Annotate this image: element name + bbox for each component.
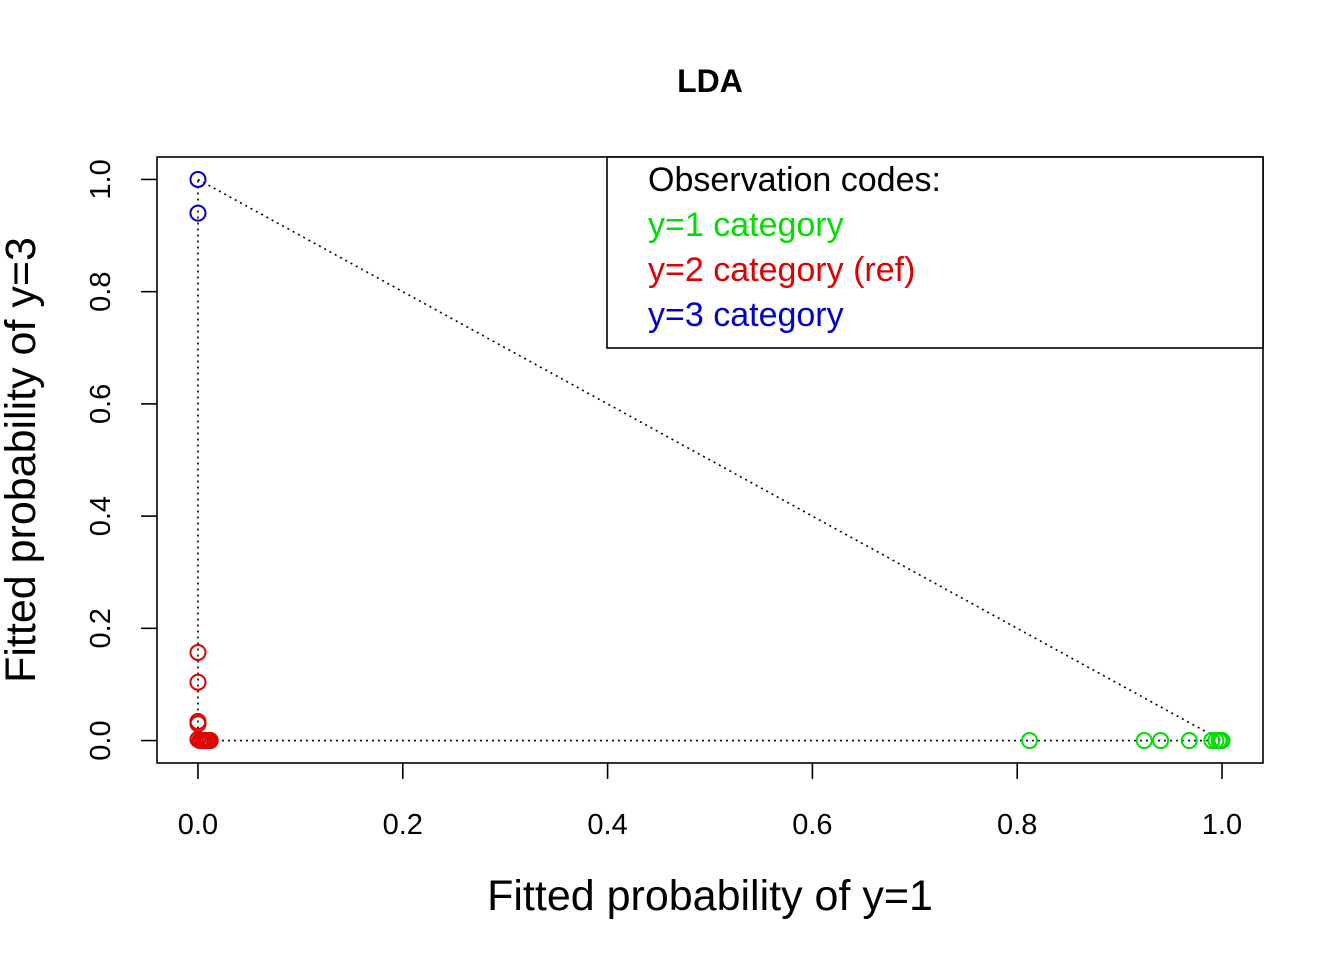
y-tick-label: 0.8	[85, 272, 117, 312]
y-tick-label: 0.0	[85, 720, 117, 760]
legend-box	[606, 156, 1264, 349]
data-point-series-2	[189, 673, 207, 691]
data-point-series-2	[201, 732, 219, 750]
data-point-series-2	[189, 643, 207, 661]
data-point-series-3	[189, 204, 207, 222]
data-point-series-1	[1180, 732, 1198, 750]
y-axis: 0.0 0.2 0.4 0.6 0.8 1.0	[85, 159, 157, 761]
x-tick-label: 0.2	[383, 809, 423, 841]
reference-lines	[197, 178, 1223, 742]
data-point-series-1	[1213, 732, 1231, 750]
legend-entry-y2: y=2 category (ref)	[648, 251, 915, 289]
x-tick-label: 0.4	[587, 809, 627, 841]
data-points	[189, 170, 1231, 750]
y-tick-label: 1.0	[85, 159, 117, 199]
legend-entry-y3: y=3 category	[648, 296, 844, 334]
data-point-series-1	[1021, 732, 1039, 750]
x-axis-label: Fitted probability of y=1	[487, 872, 933, 920]
x-tick-label: 0.0	[178, 809, 218, 841]
x-tick-label: 0.8	[997, 809, 1037, 841]
x-tick-label: 0.6	[792, 809, 832, 841]
data-point-series-3	[189, 170, 207, 188]
y-tick-label: 0.6	[85, 384, 117, 424]
data-point-series-1	[1203, 732, 1221, 750]
y-axis-label: Fitted probability of y=3	[0, 237, 45, 683]
legend-title: Observation codes:	[648, 161, 941, 199]
data-point-series-1	[1135, 732, 1153, 750]
legend-entry-y1: y=1 category	[648, 206, 844, 244]
legend: Observation codes: y=1 category y=2 cate…	[606, 156, 1264, 349]
reference-line	[197, 178, 1223, 742]
x-axis: 0.0 0.2 0.4 0.6 0.8 1.0	[178, 763, 1242, 841]
data-point-series-1	[1152, 732, 1170, 750]
chart-title: LDA	[677, 63, 743, 99]
x-tick-label: 1.0	[1202, 809, 1242, 841]
y-tick-label: 0.4	[85, 496, 117, 536]
y-tick-label: 0.2	[85, 608, 117, 648]
